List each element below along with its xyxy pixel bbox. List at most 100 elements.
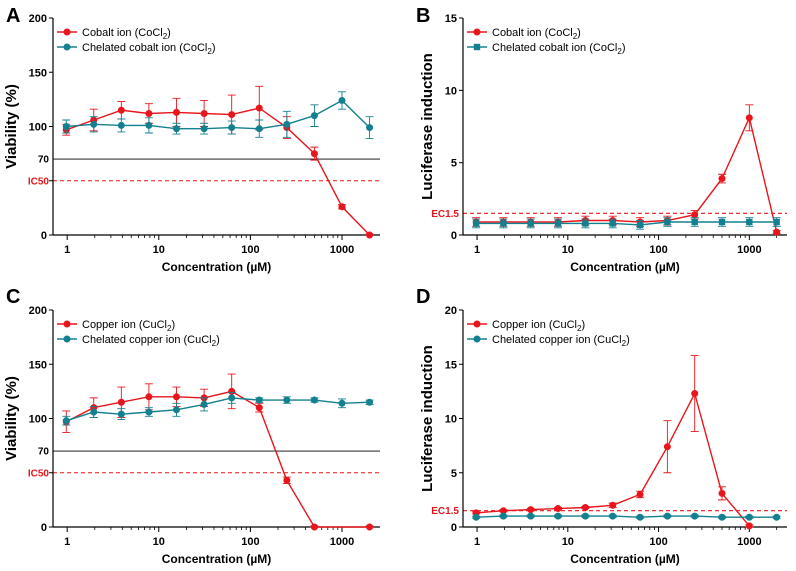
chart-d-data-point (745, 513, 753, 521)
chart-a-data-point (172, 108, 180, 116)
chart-panel-d: D EC1.5 0 5 10 15 20 1 10 100 1000 Concentration (µ… (416, 286, 787, 566)
chart-b-data-point (500, 220, 507, 227)
chart-b-series-line (476, 115, 778, 233)
chart-c-data-point (117, 410, 125, 418)
chart-a-x-tick-label: 10 (153, 244, 165, 256)
chart-d-legend-end: ) (581, 319, 585, 331)
chart-a-series-1 (62, 91, 374, 139)
chart-d-legend-marker (473, 320, 481, 328)
chart-d-series-0 (472, 355, 754, 530)
chart-c-y-axis-title: Viability (%) (3, 376, 20, 461)
chart-c-data-point (145, 408, 153, 416)
chart-c-data-point (283, 396, 291, 404)
chart-c-data-point (310, 396, 318, 404)
chart-b-legend-name: Chelated cobalt ion (CoCl (492, 42, 617, 54)
chart-d-data-point (499, 507, 507, 515)
chart-c-series-line (65, 390, 370, 528)
chart-b-reference-label: EC1.5 (431, 209, 459, 220)
chart-a-legend-marker (63, 28, 71, 36)
chart-c-legend-label: Copper ion (CuCl2) (82, 319, 175, 333)
chart-c-x-tick-label: 10 (153, 536, 165, 548)
chart-c-data-point (283, 476, 291, 484)
chart-c-reference-label: 70 (38, 447, 50, 458)
chart-a-data-point (338, 203, 346, 211)
chart-b-series-line (476, 221, 777, 226)
chart-b-data-point (609, 220, 616, 227)
chart-b-x-axis-title: Concentration (µM) (570, 260, 680, 274)
chart-c-data-point (172, 406, 180, 414)
chart-a-data-point (310, 150, 318, 158)
chart-d-data-point (609, 512, 617, 520)
chart-a-reference-label: IC50 (28, 176, 50, 187)
chart-d-data-point (663, 443, 671, 451)
chart-d-series-1 (472, 512, 781, 521)
chart-b-data-point (527, 220, 534, 227)
chart-a-y-axis-title: Viability (%) (3, 84, 20, 169)
chart-a-x-tick-label: 1 (64, 244, 70, 256)
chart-d-data-point (636, 490, 644, 498)
chart-d-y-tick-label: 0 (451, 522, 457, 534)
chart-c-x-tick-label: 1 (64, 536, 70, 548)
chart-d-data-point (718, 513, 726, 521)
chart-b-data-point (691, 218, 698, 226)
chart-b-legend-label: Chelated cobalt ion (CoCl2) (492, 42, 625, 56)
chart-c-data-point (255, 396, 263, 404)
chart-a-legend-label: Chelated cobalt ion (CoCl2) (82, 42, 215, 56)
chart-a-legend-end: ) (167, 27, 171, 39)
chart-a-data-point (255, 125, 263, 133)
chart-d-reference-label: EC1.5 (431, 506, 459, 517)
chart-a-legend-name: Cobalt ion (CoCl (82, 27, 163, 39)
chart-a-data-point (172, 125, 180, 133)
chart-d-series-line (476, 515, 777, 518)
chart-b-panel-letter: B (416, 5, 430, 27)
chart-c-legend-marker (63, 320, 71, 328)
chart-d-panel-letter: D (416, 286, 430, 308)
chart-a-legend-subscript: 2 (163, 32, 168, 41)
chart-c-x-tick-label: 100 (241, 536, 259, 548)
chart-a-data-point (310, 112, 318, 120)
chart-a-data-point (228, 111, 236, 119)
chart-c-series-1 (62, 392, 374, 426)
chart-d-data-point (499, 512, 507, 520)
chart-d-legend-subscript: 2 (577, 324, 582, 333)
chart-c-data-point (366, 398, 374, 406)
chart-b-y-tick-label: 0 (451, 230, 457, 242)
chart-a-legend-end: ) (212, 42, 216, 54)
chart-d-x-axis-title: Concentration (µM) (570, 552, 680, 566)
chart-a-y-tick-label: 100 (29, 122, 47, 134)
chart-c-y-tick-label: 0 (41, 522, 47, 534)
chart-b-series-1 (472, 217, 781, 230)
chart-b-data-point (718, 218, 726, 226)
chart-c-data-point (228, 387, 236, 395)
chart-d-legend-name: Copper ion (CuCl (492, 319, 577, 331)
chart-d-data-point (691, 390, 699, 398)
chart-d-legend-marker (473, 335, 481, 343)
chart-a-data-point (145, 109, 153, 117)
chart-d-y-axis-title: Luciferase induction (419, 345, 436, 492)
chart-b-x-tick-label: 100 (649, 244, 667, 256)
chart-a-data-point (366, 231, 374, 239)
chart-b-data-point (691, 211, 699, 219)
chart-b-x-tick-label: 1000 (737, 244, 761, 256)
chart-a-series-0 (62, 85, 374, 239)
chart-d-y-tick-label: 20 (445, 305, 457, 317)
chart-a-data-point (366, 124, 374, 132)
chart-a-data-point (255, 104, 263, 112)
chart-d-data-point (609, 501, 617, 509)
chart-c-legend-label: Chelated copper ion (CuCl2) (82, 334, 220, 348)
chart-b-legend-subscript: 2 (573, 32, 578, 41)
chart-a-series-line (66, 107, 371, 236)
chart-d-data-point (554, 512, 562, 520)
chart-b-data-point (582, 220, 589, 227)
chart-b-y-axis-title: Luciferase induction (419, 53, 436, 200)
chart-d-legend-end: ) (626, 334, 630, 346)
chart-b-y-tick-label: 15 (445, 13, 457, 25)
chart-a-x-tick-label: 100 (241, 244, 259, 256)
chart-b-legend-end: ) (577, 27, 581, 39)
chart-c-y-tick-label: 150 (29, 359, 47, 371)
chart-d-data-point (527, 506, 535, 514)
chart-b-data-point (745, 114, 753, 122)
chart-c-data-point (90, 408, 98, 416)
chart-b-legend-marker (473, 28, 481, 36)
